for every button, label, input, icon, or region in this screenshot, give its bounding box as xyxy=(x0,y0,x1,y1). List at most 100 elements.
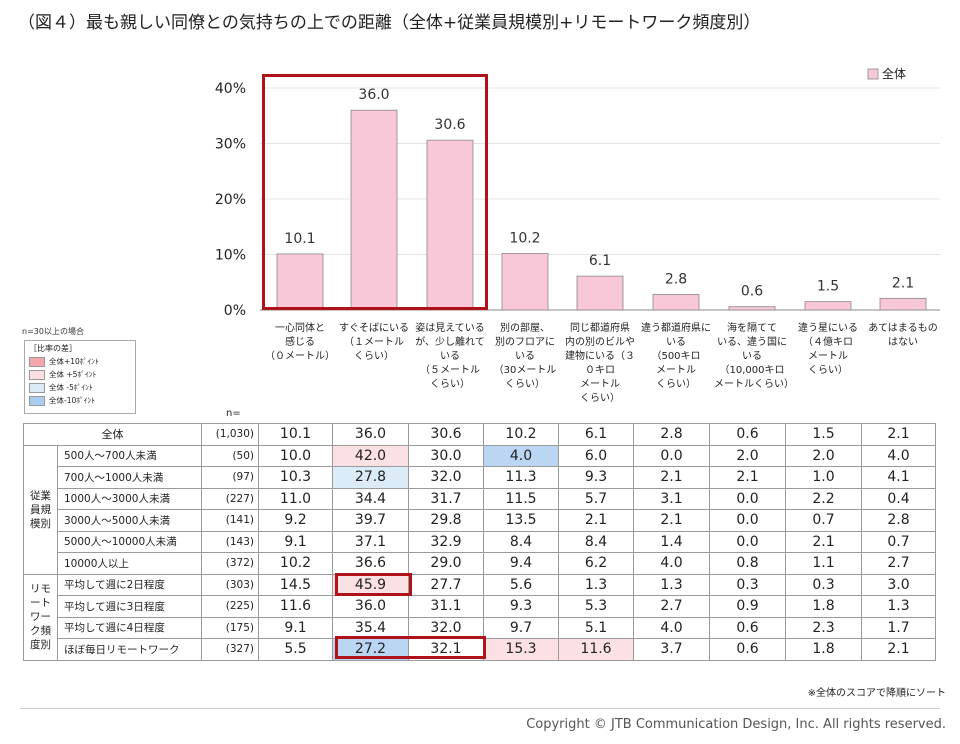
row-label: 全体 xyxy=(23,423,202,446)
column-header-line: （１メートル xyxy=(344,337,404,348)
column-header: 姿は見えている が、少し離れて いる （５メートル くらい） xyxy=(412,322,488,392)
table-cell: 3.1 xyxy=(633,487,710,510)
table-cell: 3.0 xyxy=(861,573,936,596)
table-cell: 1.7 xyxy=(861,616,936,639)
column-header-line: （５メートル xyxy=(420,365,480,376)
row-label: 平均して週に2日程度 xyxy=(57,573,202,596)
sample-size: (372) xyxy=(201,552,259,575)
table-cell: 1.4 xyxy=(633,530,710,553)
table-cell: 9.4 xyxy=(483,552,559,575)
sample-size: (225) xyxy=(201,595,259,618)
row-label: 700人～1000人未満 xyxy=(57,466,202,489)
group-label: 従業員規模別 xyxy=(23,444,58,575)
table-cell: 0.0 xyxy=(709,487,786,510)
column-header-line: メートル xyxy=(808,351,848,362)
table-cell: 34.4 xyxy=(332,487,409,510)
group-label: リモートワーク頻度別 xyxy=(23,573,58,661)
footer-divider xyxy=(20,708,940,709)
table-cell: 27.8 xyxy=(332,466,409,489)
table-row: 5000人～10000人未満 (143) 9.1 37.1 32.9 8.4 8.4 1.4 0… xyxy=(24,530,936,553)
table-cell: 1.8 xyxy=(785,595,862,618)
chart-title: （図４）最も親しい同僚との気持ちの上での距離（全体+従業員規模別+リモートワーク… xyxy=(18,13,761,33)
column-header: 同じ都道府県 内の別のビルや 建物にいる（３ ０キロ メートル くらい） xyxy=(562,322,638,406)
table-cell: 11.6 xyxy=(558,638,634,661)
y-tick-label: 30% xyxy=(215,137,246,153)
table-cell: 2.0 xyxy=(709,444,786,467)
table-cell: 10.1 xyxy=(258,423,333,446)
table-cell: 27.7 xyxy=(408,573,484,596)
table-cell: 2.1 xyxy=(633,466,710,489)
table-cell: 2.1 xyxy=(558,509,634,532)
table-cell: 5.1 xyxy=(558,616,634,639)
table-cell: 11.3 xyxy=(483,466,559,489)
bar-value-label: 10.2 xyxy=(509,230,540,246)
table-cell: 31.1 xyxy=(408,595,484,618)
table-row: リモートワーク頻度別 平均して週に2日程度 (303) 14.5 45.9 27.7 5.6… xyxy=(23,573,936,661)
table-cell: 2.1 xyxy=(785,530,862,553)
y-tick-label: 20% xyxy=(215,192,246,208)
column-header-line: メートル xyxy=(580,379,620,390)
column-header: 違う星にいる （４億キロ メートル くらい） xyxy=(790,322,866,378)
column-header-line: 海を隔てて xyxy=(727,323,777,334)
legend-title: ［比率の差］ xyxy=(29,344,77,353)
highlight-box-chart xyxy=(262,74,488,310)
bar-value-label: 10.1 xyxy=(284,231,315,247)
column-header-line: くらい） xyxy=(808,365,848,376)
column-header: 海を隔てて いる、違う国に いる （10,000キロ メートルくらい） xyxy=(714,322,794,392)
table-cell: 10.0 xyxy=(258,444,333,467)
column-header-line: いる xyxy=(440,351,460,362)
sample-size: (303) xyxy=(201,573,259,596)
column-header-line: はない xyxy=(888,337,918,348)
bar xyxy=(879,297,927,311)
table-cell: 11.5 xyxy=(483,487,559,510)
table-cell: 13.5 xyxy=(483,509,559,532)
column-header-line: 別の部屋、 xyxy=(500,323,550,334)
column-header-line: 姿は見えている xyxy=(415,323,485,334)
table-cell: 31.7 xyxy=(408,487,484,510)
bar xyxy=(576,275,624,311)
table-cell: 2.1 xyxy=(709,466,786,489)
table-cell: 15.3 xyxy=(483,638,559,661)
column-header-line: 内の別のビルや xyxy=(565,337,635,348)
y-tick-label: 0% xyxy=(224,303,246,319)
table-cell: 0.0 xyxy=(709,530,786,553)
table-cell: 32.0 xyxy=(408,616,484,639)
table-cell: 2.1 xyxy=(633,509,710,532)
legend-item: 全体 +5ﾎﾟｲﾝﾄ xyxy=(29,369,96,380)
table-cell: 6.0 xyxy=(558,444,634,467)
table-cell: 9.3 xyxy=(483,595,559,618)
table-cell: 2.7 xyxy=(633,595,710,618)
table-cell: 3.7 xyxy=(633,638,710,661)
table-cell: 9.7 xyxy=(483,616,559,639)
column-header-line: いる、違う国に xyxy=(717,337,787,348)
highlight-box-cell xyxy=(335,573,412,596)
legend-caption: n=30以上の場合 xyxy=(22,327,84,336)
table-cell: 2.8 xyxy=(861,509,936,532)
bar-value-label: 6.1 xyxy=(589,253,611,269)
column-header-line: くらい） xyxy=(580,393,620,404)
column-header-line: いる xyxy=(515,351,535,362)
table-cell: 0.7 xyxy=(861,530,936,553)
row-label: 1000人～3000人未満 xyxy=(57,487,202,510)
column-header-line: 違う都道府県に xyxy=(641,323,711,334)
column-header-line: （０メートル） xyxy=(265,351,335,362)
table-row-total: 全体 (1,030) 10.1 36.0 30.6 10.2 6.1 2.8 0.6 1.5 2.1 xyxy=(23,423,936,446)
sample-size: (327) xyxy=(201,638,259,661)
bar xyxy=(350,109,398,311)
column-header-line: （500キロ xyxy=(651,351,701,362)
table-cell: 1.5 xyxy=(785,423,862,446)
column-header-line: （10,000キロ xyxy=(719,365,785,376)
legend-swatch xyxy=(29,396,45,406)
table-cell: 0.8 xyxy=(709,552,786,575)
table-cell: 4.0 xyxy=(483,444,559,467)
bar-chart: 0% 10% 20% 30% 40% 10.1 36.0 30.6 10.2 6.1 2.8 0.6… xyxy=(215,66,940,319)
table-cell: 2.0 xyxy=(785,444,862,467)
table-cell: 1.3 xyxy=(633,573,710,596)
bar-value-label: 2.1 xyxy=(892,275,914,291)
table-cell: 5.3 xyxy=(558,595,634,618)
column-header: あてはまるもの はない xyxy=(865,322,941,350)
table-cell: 14.5 xyxy=(258,573,333,596)
table-cell: 32.9 xyxy=(408,530,484,553)
table-cell: 9.1 xyxy=(258,530,333,553)
table-row: 3000人～5000人未満 (141) 9.2 39.7 29.8 13.5 2.1 2.1 0… xyxy=(24,509,936,532)
